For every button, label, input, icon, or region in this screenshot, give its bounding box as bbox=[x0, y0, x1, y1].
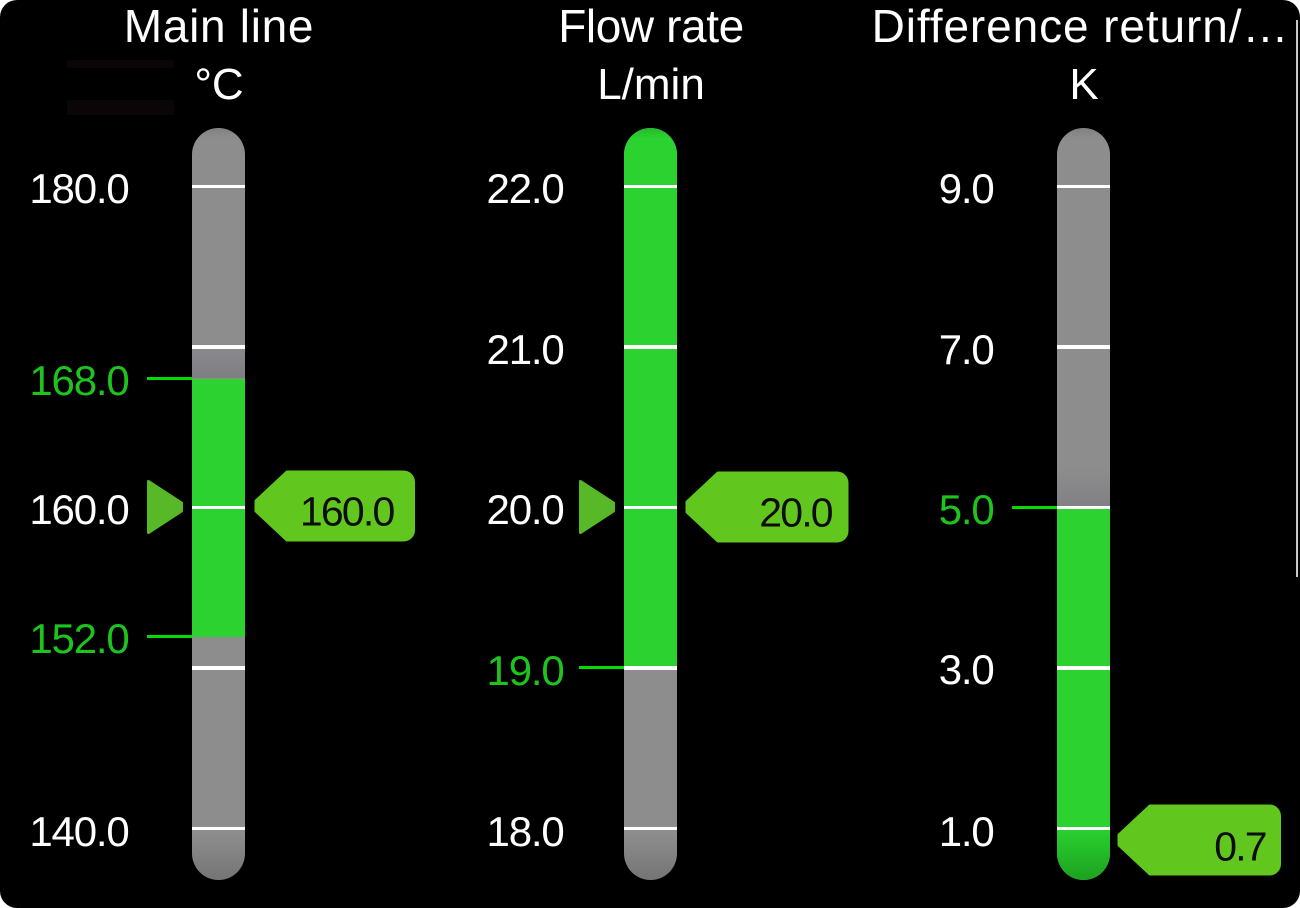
svg-text:20.0: 20.0 bbox=[759, 489, 833, 535]
svg-text:0.7: 0.7 bbox=[1214, 823, 1266, 869]
svg-text:160.0: 160.0 bbox=[300, 489, 395, 535]
